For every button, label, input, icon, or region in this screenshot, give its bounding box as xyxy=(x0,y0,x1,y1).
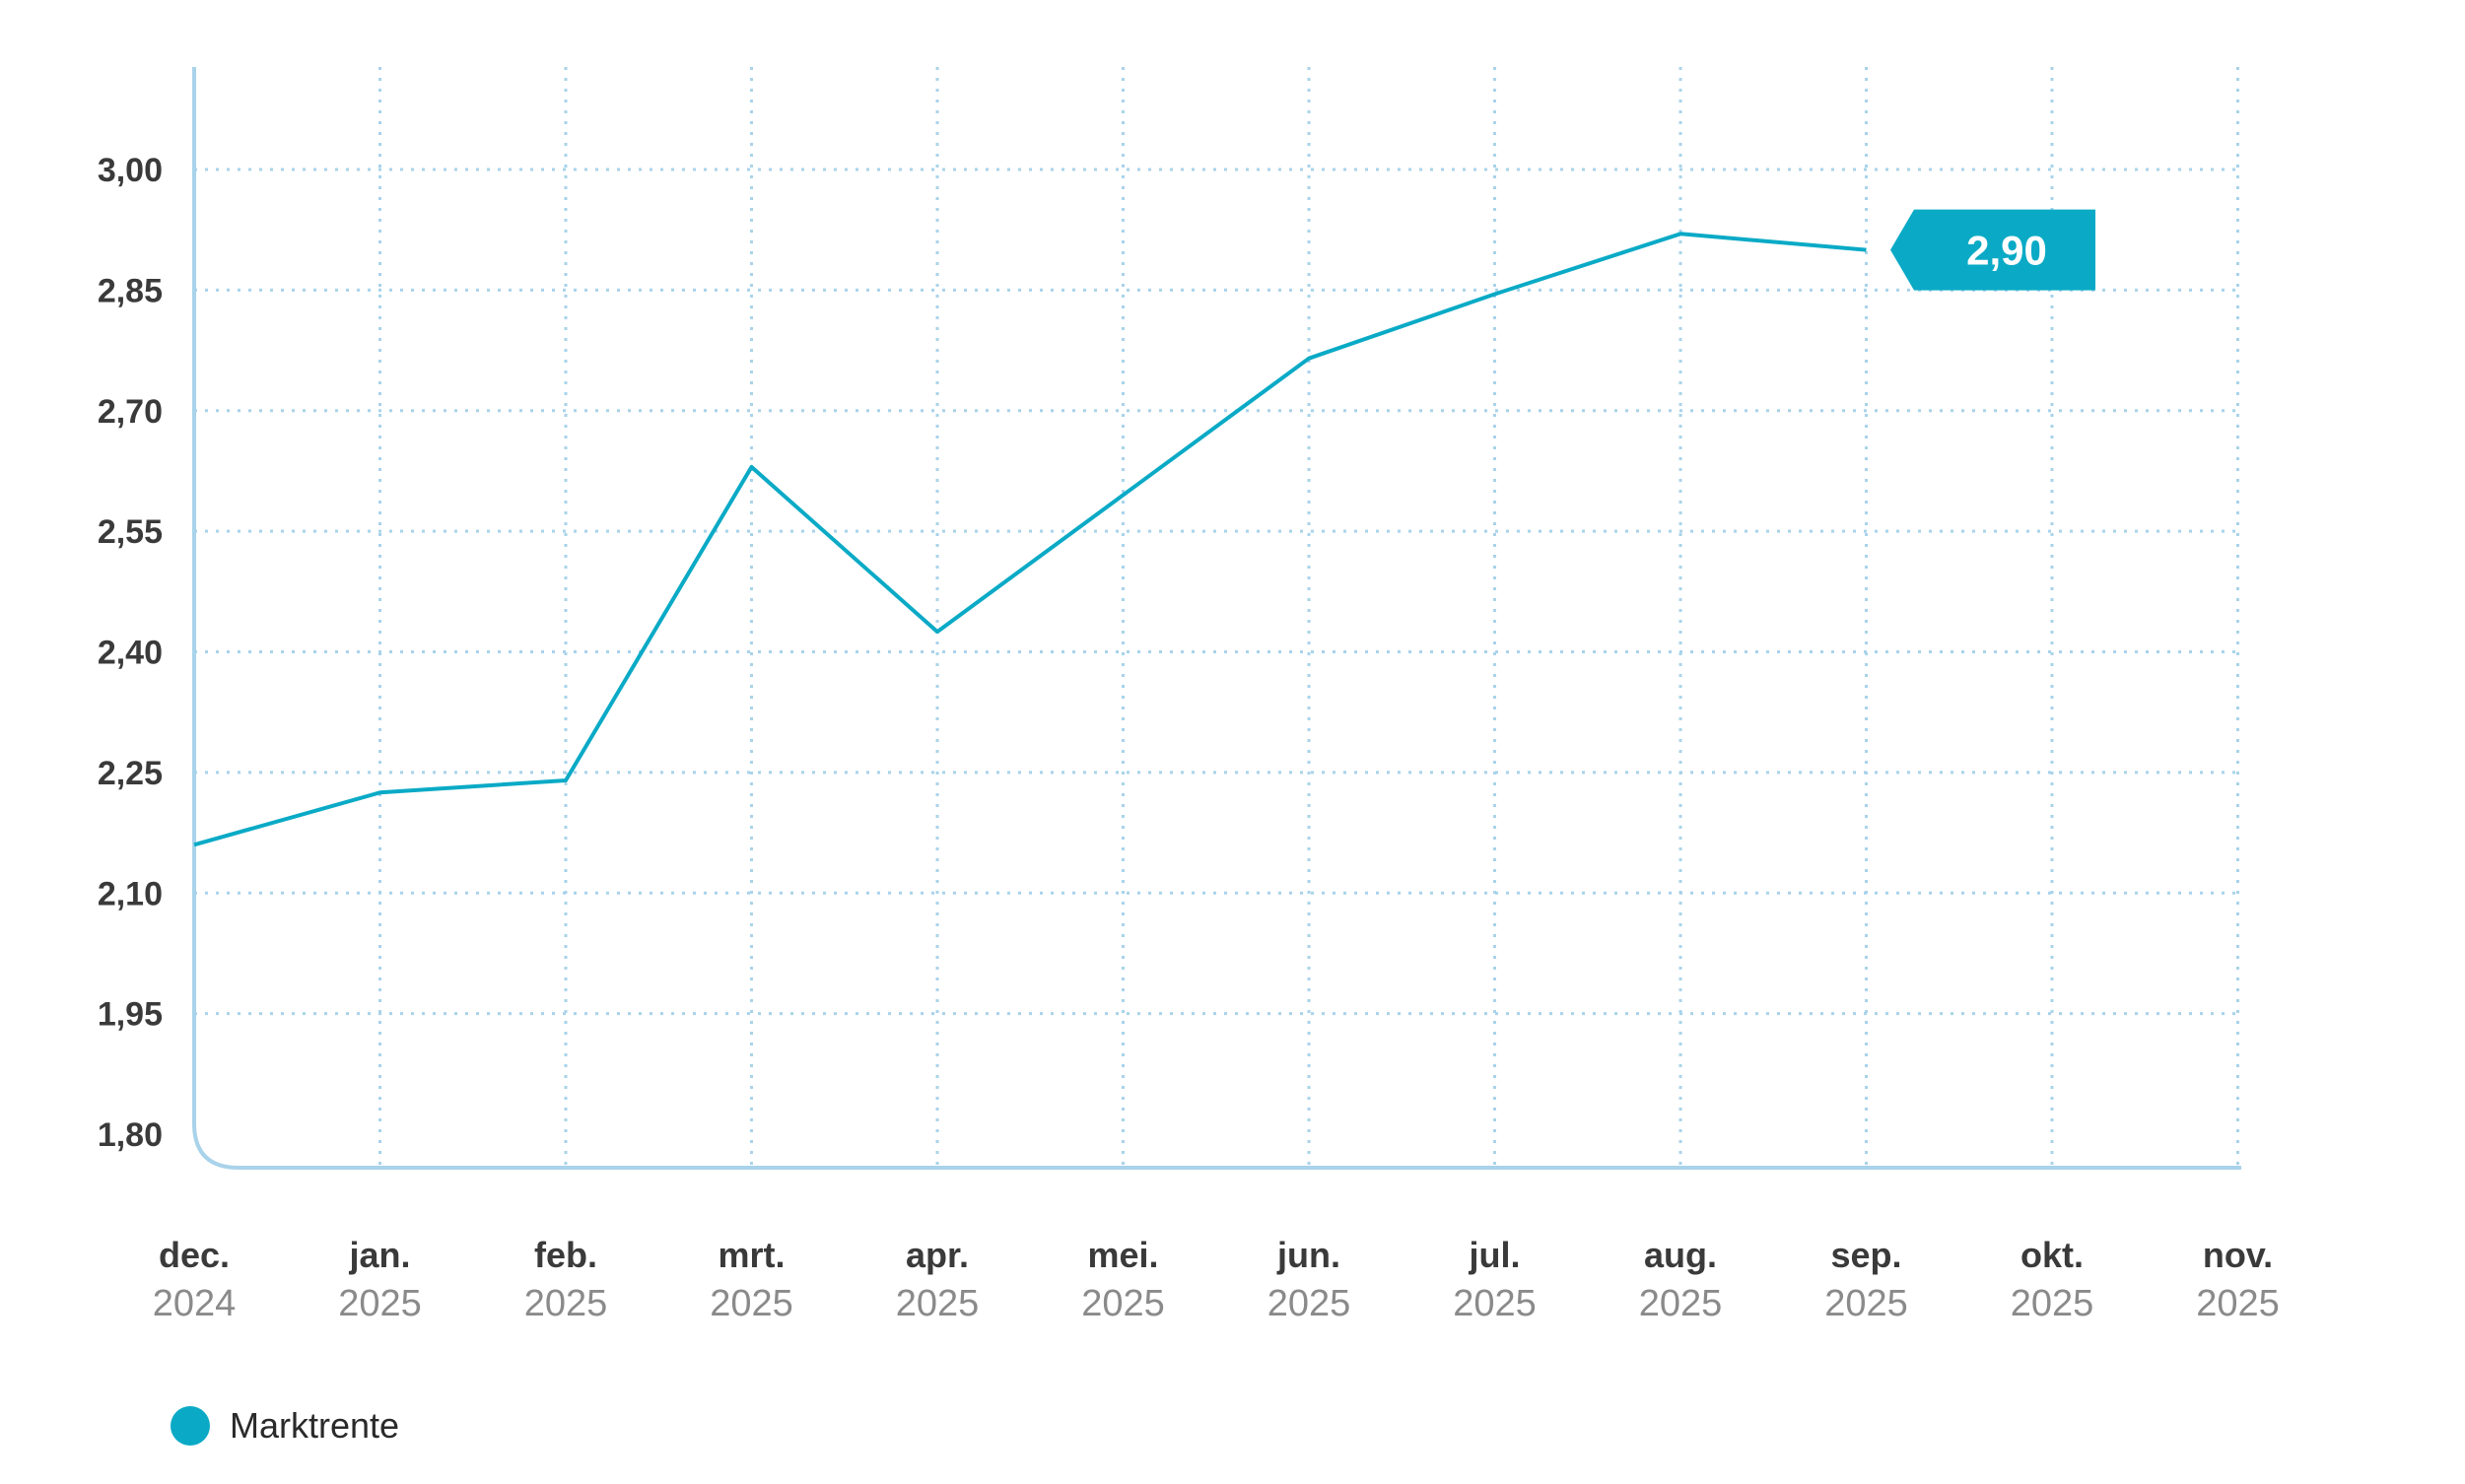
axes xyxy=(192,67,2241,1170)
y-tick-label: 2,40 xyxy=(98,635,163,672)
x-tick-month-label: aug. xyxy=(1644,1235,1717,1275)
y-tick-label: 2,25 xyxy=(98,755,163,792)
x-tick-year-label: 2025 xyxy=(1267,1283,1351,1324)
x-tick-year-label: 2025 xyxy=(1453,1283,1537,1324)
legend-swatch-marktrente xyxy=(171,1406,210,1446)
x-tick-year-label: 2025 xyxy=(1824,1283,1908,1324)
x-tick-month-label: apr. xyxy=(906,1235,969,1275)
x-tick-year-label: 2024 xyxy=(153,1283,237,1324)
x-tick-month-label: dec. xyxy=(159,1235,230,1275)
series-line-marktrente xyxy=(193,232,1867,847)
x-axis-ticks: dec. 2024 jan. 2025 feb. 2025 mrt. 2025 apr. 2025… xyxy=(153,1235,2280,1324)
legend-label-marktrente: Marktrente xyxy=(230,1405,399,1446)
x-tick-year-label: 2025 xyxy=(524,1283,608,1324)
x-tick-month-label: okt. xyxy=(2020,1235,2084,1275)
series-layer xyxy=(193,232,1867,847)
y-tick-label: 1,80 xyxy=(98,1116,163,1154)
y-tick-label: 3,00 xyxy=(98,152,163,189)
y-tick-label: 2,85 xyxy=(98,272,163,309)
x-tick-month-label: jan. xyxy=(348,1235,410,1275)
grid xyxy=(194,67,2239,1168)
callout-tag xyxy=(1890,209,2095,291)
y-tick-label: 2,55 xyxy=(98,513,163,551)
x-tick-year-label: 2025 xyxy=(1081,1283,1165,1324)
x-tick-month-label: nov. xyxy=(2203,1235,2273,1275)
callout-value-label: 2,90 xyxy=(1966,228,2047,274)
value-callout: 2,90 xyxy=(1890,209,2095,291)
x-tick-year-label: 2025 xyxy=(2196,1283,2280,1324)
x-tick-year-label: 2025 xyxy=(338,1283,422,1324)
axis-line xyxy=(192,67,2241,1170)
x-tick-month-label: mei. xyxy=(1087,1235,1158,1275)
x-tick-year-label: 2025 xyxy=(1639,1283,1723,1324)
x-tick-month-label: feb. xyxy=(534,1235,597,1275)
x-tick-month-label: mrt. xyxy=(718,1235,785,1275)
y-tick-label: 2,10 xyxy=(98,875,163,912)
x-tick-year-label: 2025 xyxy=(710,1283,793,1324)
y-tick-label: 2,70 xyxy=(98,393,163,431)
y-axis-ticks: 1,80 1,95 2,10 2,25 2,40 2,55 2,70 2,85 3,00 xyxy=(98,152,163,1154)
x-tick-month-label: jun. xyxy=(1276,1235,1340,1275)
y-tick-label: 1,95 xyxy=(98,996,163,1034)
x-tick-year-label: 2025 xyxy=(2011,1283,2094,1324)
legend: Marktrente xyxy=(171,1405,399,1446)
x-tick-year-label: 2025 xyxy=(896,1283,980,1324)
x-tick-month-label: sep. xyxy=(1830,1235,1901,1275)
x-tick-month-label: jul. xyxy=(1469,1235,1521,1275)
